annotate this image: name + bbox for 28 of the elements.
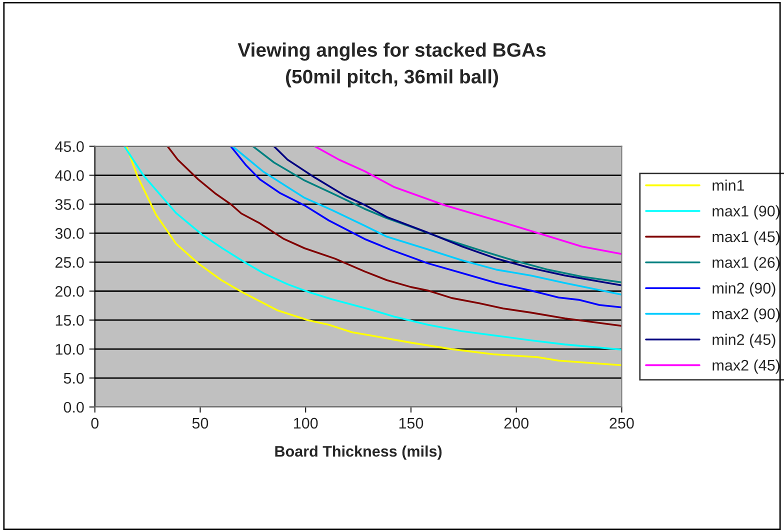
y-tick-label: 15.0	[56, 314, 84, 326]
chart-title: Viewing angles for stacked BGAs (50mil pitch, 36mil ball)	[238, 42, 546, 88]
legend-label: max1 (45)	[712, 230, 780, 246]
x-tick-label: 250	[610, 418, 634, 429]
legend-label: max2 (90)	[712, 308, 780, 322]
y-tick-label: 0.0	[64, 402, 84, 413]
y-tick-label: 45.0	[55, 141, 84, 152]
x-tick-label: 200	[504, 418, 528, 429]
legend-label: min1	[712, 180, 744, 191]
y-tick-label: 25.0	[55, 257, 84, 268]
y-tick-label: 30.0	[55, 228, 84, 239]
legend-label: min2 (90)	[712, 282, 776, 297]
x-tick-label: 150	[399, 418, 424, 429]
x-axis-title: Board Thickness (mils)	[275, 446, 442, 460]
y-tick-label: 40.0	[55, 170, 84, 181]
x-tick-label: 100	[294, 418, 318, 429]
y-tick-label: 10.0	[56, 344, 84, 355]
line-series	[166, 146, 622, 327]
x-tick-label: 50	[192, 418, 208, 429]
legend-label: max2 (45)	[712, 359, 780, 374]
legend-label: max1 (26)	[712, 256, 780, 271]
y-tick-label: 5.0	[64, 372, 84, 384]
line-series	[314, 146, 622, 255]
legend-label: min2 (45)	[712, 334, 776, 348]
legend-label: max1 (90)	[712, 205, 780, 220]
y-tick-label: 35.0	[55, 199, 84, 210]
y-tick-label: 20.0	[55, 286, 84, 297]
x-tick-label: 0	[91, 418, 99, 429]
